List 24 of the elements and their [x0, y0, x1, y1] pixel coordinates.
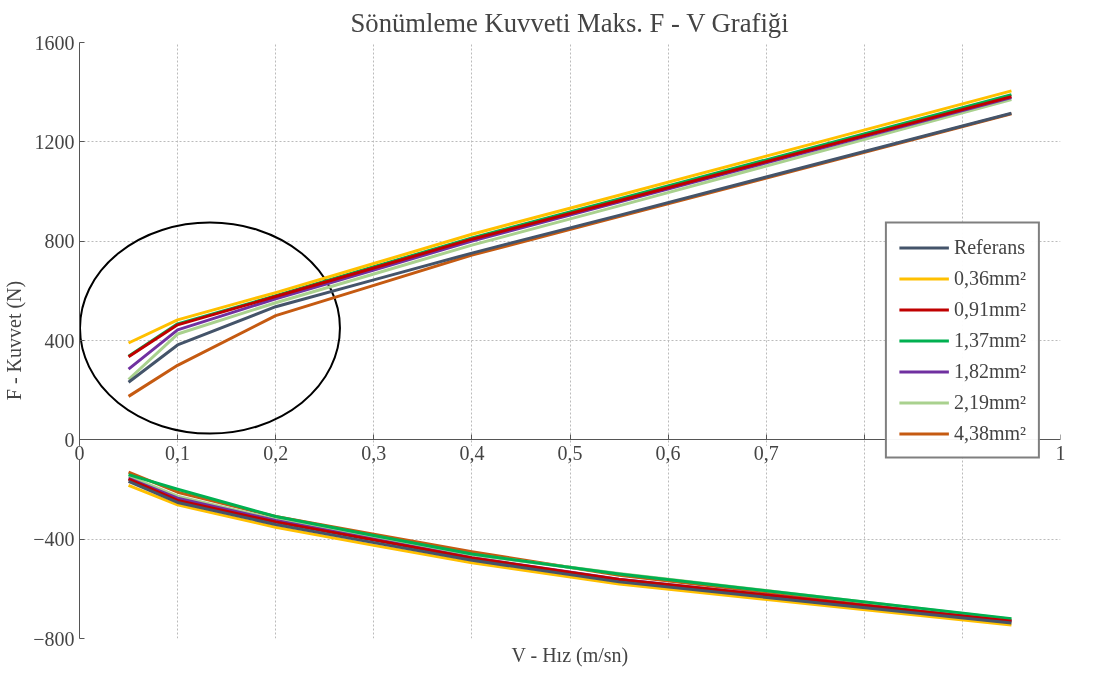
y-tick-label: 1600	[34, 31, 75, 54]
y-tick-label: 800	[44, 230, 75, 253]
x-tick-label: 0,3	[361, 441, 387, 464]
legend-label: 1,37mm²	[953, 328, 1026, 352]
x-tick-label: 0,7	[753, 441, 779, 464]
legend-label: Referans	[953, 235, 1025, 259]
x-tick-label: 0,4	[459, 441, 485, 464]
legend-label: 4,38mm²	[953, 421, 1026, 445]
x-tick-label: 1	[1055, 441, 1066, 464]
legend-label: 2,19mm²	[953, 390, 1026, 414]
x-tick-label: 0,6	[655, 441, 681, 464]
legend-label: 0,91mm²	[953, 297, 1026, 321]
legend-label: 0,36mm²	[953, 266, 1026, 290]
y-axis-title: F - Kuvvet (N)	[3, 280, 27, 401]
x-axis-title: V - Hız (m/sn)	[511, 643, 629, 667]
y-tick-label: 400	[44, 329, 75, 352]
y-tick-label: −800	[33, 627, 75, 650]
legend-label: 1,82mm²	[953, 359, 1026, 383]
y-tick-label: 1200	[34, 130, 75, 153]
y-tick-label: −400	[33, 528, 75, 551]
x-tick-label: 0,1	[165, 441, 191, 464]
chart-title: Sönümleme Kuvveti Maks. F - V Grafiği	[350, 7, 789, 38]
x-tick-label: 0,5	[557, 441, 583, 464]
x-tick-label: 0,2	[263, 441, 289, 464]
